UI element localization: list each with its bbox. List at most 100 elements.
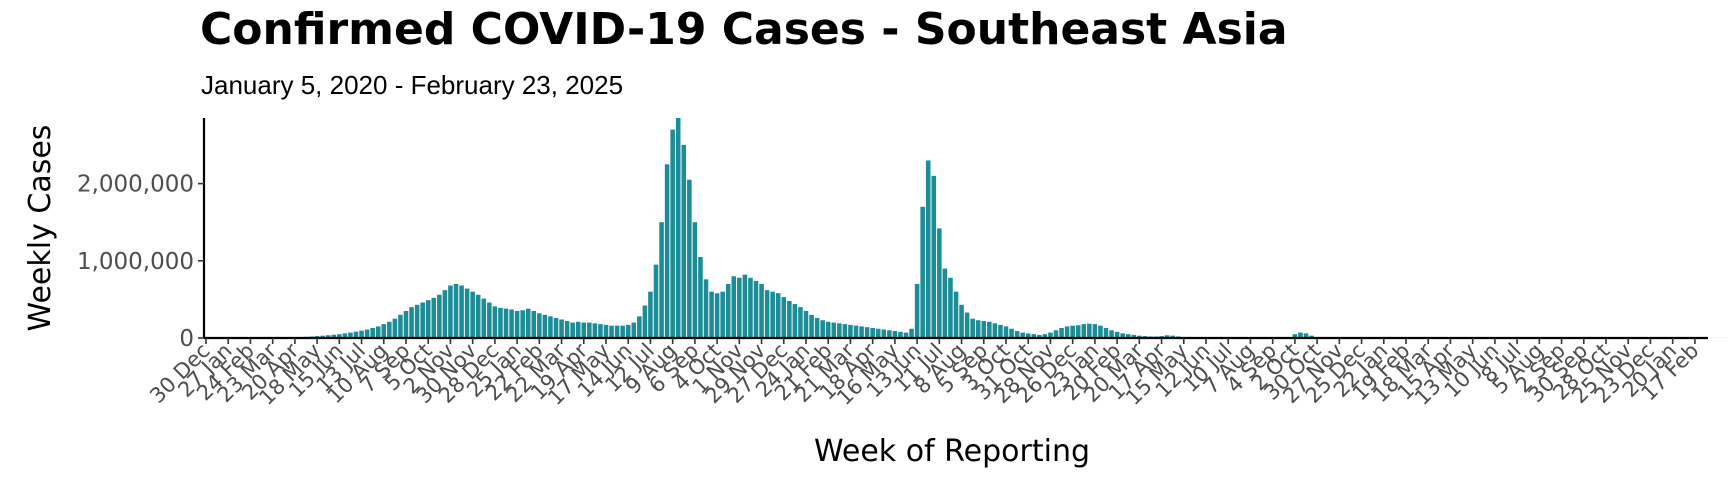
bar (948, 277, 953, 338)
bar (548, 316, 553, 338)
bar (592, 323, 598, 338)
bar (709, 291, 714, 338)
bar (1003, 326, 1009, 338)
bar (714, 293, 720, 338)
bar (698, 256, 703, 338)
bar (981, 321, 987, 338)
bar (1020, 332, 1025, 338)
bar (837, 323, 842, 338)
bar (1048, 332, 1053, 338)
bar (775, 293, 781, 338)
bar (853, 325, 859, 338)
bar (1081, 324, 1087, 338)
bar (537, 313, 542, 338)
bar (692, 222, 698, 338)
y-axis-label: Weekly Cases (23, 125, 58, 332)
bar (1303, 333, 1309, 338)
bar (1053, 330, 1059, 338)
bar (509, 309, 514, 338)
bar (759, 283, 764, 338)
bar (787, 300, 792, 338)
bar (375, 326, 381, 338)
y-axis: 0 1,000,000 2,000,000 (77, 118, 206, 352)
bar (664, 164, 670, 338)
bar (942, 268, 948, 338)
bar (1059, 327, 1064, 338)
bar (514, 310, 520, 338)
bar (453, 283, 459, 338)
bar (1164, 335, 1170, 338)
bar (764, 290, 770, 338)
bar (1114, 331, 1120, 338)
bar (1170, 335, 1175, 338)
bar (498, 307, 503, 338)
bar (1009, 328, 1014, 338)
bar (875, 328, 881, 338)
bar (520, 310, 525, 338)
bar (387, 321, 392, 338)
bar (320, 335, 325, 338)
chart-title: Confirmed COVID-19 Cases - Southeast Asi… (200, 4, 1288, 55)
bar (864, 327, 870, 338)
bar (809, 314, 814, 338)
bar (659, 222, 664, 338)
bar (492, 306, 498, 338)
bar (892, 331, 898, 338)
bar (1087, 323, 1092, 338)
bar (814, 317, 820, 338)
bar (609, 325, 614, 338)
bar (381, 324, 387, 338)
bar (909, 328, 914, 338)
bar (425, 300, 431, 338)
bar (464, 288, 470, 338)
bar (1298, 332, 1303, 338)
bar (687, 179, 692, 338)
bar (1092, 324, 1098, 338)
bar (370, 327, 375, 338)
bar (531, 310, 537, 338)
bar (359, 330, 364, 338)
bar (1309, 335, 1314, 338)
bar (970, 318, 975, 338)
bar (1137, 335, 1142, 338)
bar (570, 322, 575, 338)
bar (1025, 333, 1031, 338)
bar (598, 324, 603, 338)
bar (848, 324, 853, 338)
bar (603, 324, 609, 338)
bar (637, 316, 642, 338)
bar (1109, 330, 1114, 338)
bar (431, 297, 437, 338)
bar (470, 291, 475, 338)
bar (525, 308, 531, 338)
bar (887, 330, 892, 338)
y-tick-label: 1,000,000 (77, 249, 194, 275)
bar (898, 331, 903, 338)
bar (459, 285, 464, 338)
bar (437, 294, 442, 338)
y-tick-label: 2,000,000 (77, 172, 194, 198)
bar (1075, 325, 1081, 338)
bar (731, 276, 737, 338)
bar (559, 319, 564, 338)
bar (975, 320, 981, 338)
bar (542, 314, 548, 338)
bar (992, 323, 998, 338)
bar (670, 129, 675, 338)
bar (842, 324, 848, 338)
bar (1064, 326, 1070, 338)
bar (681, 145, 687, 338)
bar (392, 318, 398, 338)
bar (859, 326, 864, 338)
bar (625, 324, 631, 338)
bar (409, 307, 414, 338)
bar (770, 291, 775, 338)
bar (803, 310, 809, 338)
bar (1131, 334, 1137, 338)
bar (820, 320, 825, 338)
bar (703, 279, 709, 338)
bar (420, 302, 425, 338)
bar (620, 325, 625, 338)
bar (631, 322, 637, 338)
bar (342, 333, 348, 338)
